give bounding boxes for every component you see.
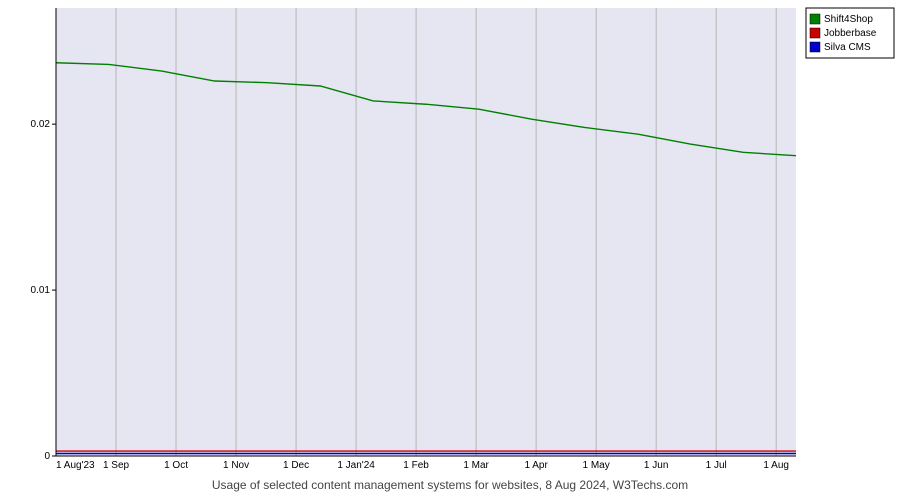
y-tick-label: 0.02 <box>31 119 51 130</box>
legend-label: Jobberbase <box>824 28 877 39</box>
x-tick-label: 1 Mar <box>463 460 489 471</box>
x-tick-label: 1 Jul <box>706 460 727 471</box>
x-tick-label: 1 Oct <box>164 460 188 471</box>
y-tick-label: 0 <box>44 451 50 462</box>
x-tick-label: 1 Jan'24 <box>337 460 375 471</box>
legend-swatch <box>810 28 820 38</box>
x-tick-label: 1 Feb <box>403 460 429 471</box>
x-tick-label: 1 Sep <box>103 460 130 471</box>
y-tick-label: 0.01 <box>31 285 51 296</box>
x-tick-label: 1 Aug'23 <box>56 460 95 471</box>
legend-swatch <box>810 42 820 52</box>
x-tick-label: 1 Apr <box>524 460 548 471</box>
chart-caption: Usage of selected content management sys… <box>0 478 900 492</box>
x-tick-label: 1 Dec <box>283 460 309 471</box>
x-tick-label: 1 Aug <box>763 460 789 471</box>
plot-area <box>56 8 796 456</box>
x-tick-label: 1 May <box>583 460 610 471</box>
x-tick-label: 1 Jun <box>644 460 668 471</box>
legend-swatch <box>810 14 820 24</box>
chart-container: 1 Aug'23 1 Sep 1 Oct 1 Nov 1 Dec 1 Jan'24 1 Fe… <box>0 0 900 500</box>
line-chart: 1 Aug'23 1 Sep 1 Oct 1 Nov 1 Dec 1 Jan'24 1 Fe… <box>0 0 900 500</box>
legend-label: Silva CMS <box>824 42 871 53</box>
x-tick-label: 1 Nov <box>223 460 249 471</box>
legend-label: Shift4Shop <box>824 14 873 25</box>
